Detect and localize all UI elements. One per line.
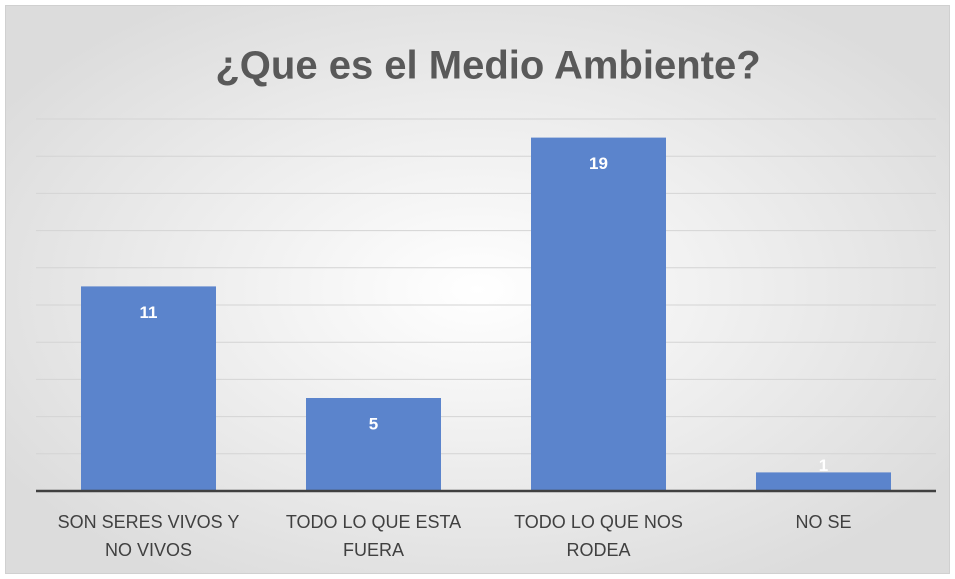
chart-title: ¿Que es el Medio Ambiente? (215, 44, 760, 88)
bar (531, 137, 666, 491)
data-label: 19 (589, 154, 608, 173)
data-label: 1 (819, 456, 828, 475)
bar (81, 286, 216, 491)
x-tick-label: TODO LO QUE ESTA FUERA (285, 512, 462, 560)
x-tick-label: SON SERES VIVOS Y NO VIVOS (57, 512, 240, 560)
x-tick-label: NO SE (795, 512, 852, 532)
x-tick-label: TODO LO QUE NOS RODEA (514, 512, 683, 560)
bar (756, 472, 891, 491)
bar (306, 398, 441, 491)
data-label: 5 (369, 414, 378, 433)
data-label: 11 (140, 303, 158, 322)
